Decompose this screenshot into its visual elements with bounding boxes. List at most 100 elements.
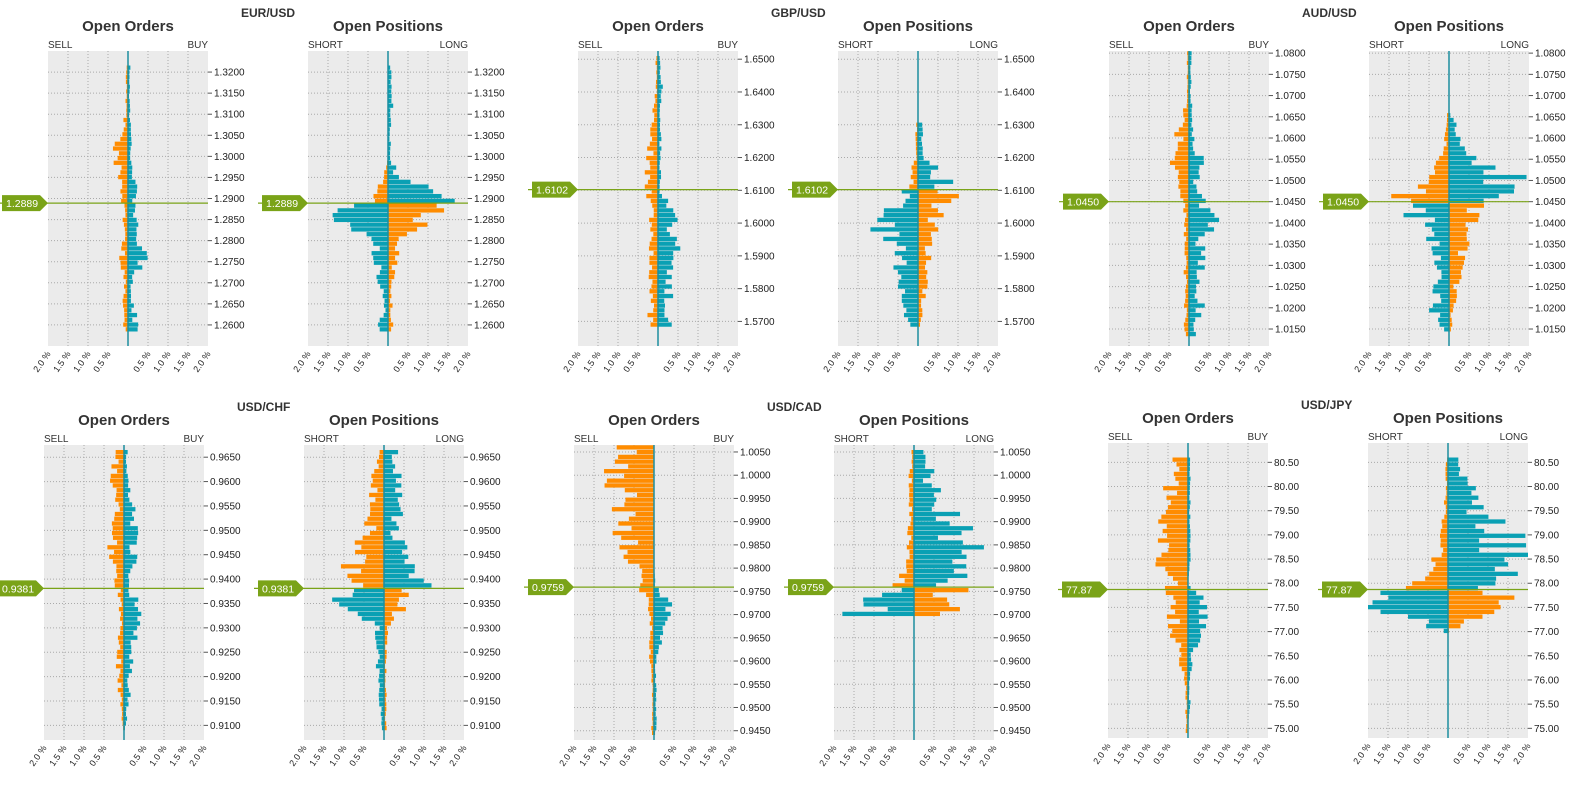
bar-long bbox=[914, 597, 947, 601]
bar-sell bbox=[618, 521, 654, 525]
bar-buy bbox=[128, 223, 138, 227]
y-tick-label: 0.9300 bbox=[210, 623, 241, 634]
orders-chart-aud-usd: 1.08001.07501.07001.06501.06001.05501.05… bbox=[1059, 51, 1289, 406]
bar-buy bbox=[124, 540, 137, 544]
x-tick-label: 2.0 % bbox=[1092, 349, 1113, 374]
bar-long bbox=[914, 540, 963, 544]
bar-buy bbox=[1189, 203, 1199, 207]
bar-sell bbox=[628, 464, 654, 468]
bar-long bbox=[388, 251, 399, 255]
bar-short bbox=[1434, 165, 1449, 169]
bar-short bbox=[906, 308, 918, 312]
bar-long bbox=[384, 559, 405, 563]
x-tick-label: 0.5 % bbox=[1192, 349, 1213, 374]
bar-short bbox=[1434, 261, 1449, 265]
bar-long bbox=[384, 583, 431, 587]
bar-sell bbox=[114, 161, 128, 165]
bar-buy bbox=[124, 617, 137, 621]
bar-short bbox=[380, 270, 388, 274]
y-tick-label: 1.6400 bbox=[744, 87, 775, 98]
y-tick-label: 0.9550 bbox=[210, 501, 241, 512]
orders-left-label-usd-chf: SELL bbox=[44, 434, 68, 445]
bar-long bbox=[1449, 270, 1461, 274]
bar-short bbox=[374, 261, 388, 265]
bar-long bbox=[918, 218, 928, 222]
y-tick-label: 0.9500 bbox=[740, 703, 771, 714]
bar-sell bbox=[652, 123, 658, 127]
y-tick-label: 0.9250 bbox=[470, 648, 501, 659]
bar-long bbox=[384, 493, 402, 497]
bar-sell bbox=[120, 137, 128, 141]
bar-long bbox=[1448, 481, 1468, 485]
bar-short bbox=[378, 280, 388, 284]
y-tick-label: 1.3150 bbox=[474, 89, 505, 100]
bar-buy bbox=[128, 237, 136, 241]
bar-short bbox=[370, 531, 384, 535]
x-tick-label: 1.0 % bbox=[861, 349, 882, 374]
bar-buy bbox=[658, 213, 675, 217]
bar-sell bbox=[1172, 629, 1188, 633]
bar-buy bbox=[128, 189, 137, 193]
bar-short bbox=[361, 545, 384, 549]
bar-sell bbox=[117, 469, 124, 473]
bar-long bbox=[914, 450, 923, 454]
bar-short bbox=[378, 650, 384, 654]
bar-sell bbox=[1179, 180, 1189, 184]
y-tick-label: 0.9600 bbox=[740, 657, 771, 668]
bar-sell bbox=[121, 265, 128, 269]
bar-sell bbox=[1178, 175, 1189, 179]
bar-buy bbox=[654, 631, 663, 635]
bar-short bbox=[377, 189, 388, 193]
x-tick-label: 0.5 % bbox=[657, 743, 678, 768]
bar-buy bbox=[658, 256, 673, 260]
bar-sell bbox=[612, 507, 654, 511]
bar-sell bbox=[1167, 524, 1188, 528]
bar-sell bbox=[649, 597, 654, 601]
bar-long bbox=[914, 474, 930, 478]
bar-sell bbox=[639, 588, 654, 592]
bar-long bbox=[1448, 581, 1495, 585]
bar-long bbox=[1449, 146, 1465, 150]
positions-left-label-eur-usd: SHORT bbox=[308, 40, 343, 51]
bar-buy bbox=[128, 322, 138, 326]
y-tick-label: 0.9450 bbox=[210, 550, 241, 561]
bar-short bbox=[366, 555, 384, 559]
bar-short bbox=[370, 507, 384, 511]
bar-short bbox=[367, 232, 388, 236]
y-tick-label: 1.0000 bbox=[740, 471, 771, 482]
bar-buy bbox=[124, 669, 132, 673]
y-tick-label: 1.0550 bbox=[1275, 155, 1306, 166]
bar-long bbox=[1449, 203, 1484, 207]
bar-sell bbox=[618, 455, 654, 459]
bar-sell bbox=[114, 550, 124, 554]
bar-sell bbox=[115, 455, 124, 459]
x-tick-label: 2.0 % bbox=[561, 349, 582, 374]
y-tick-label: 1.0300 bbox=[1535, 261, 1566, 272]
bar-buy bbox=[1189, 308, 1196, 312]
x-tick-label: 1.5 % bbox=[307, 743, 328, 768]
bar-buy bbox=[658, 284, 672, 288]
y-tick-label: 75.00 bbox=[1274, 724, 1299, 735]
bar-short bbox=[1442, 275, 1449, 279]
x-tick-label: 0.5 % bbox=[91, 349, 112, 374]
bar-short bbox=[907, 531, 914, 535]
bar-sell bbox=[1156, 562, 1188, 566]
bar-short bbox=[379, 464, 384, 468]
y-tick-label: 1.0250 bbox=[1535, 282, 1566, 293]
bar-buy bbox=[658, 237, 677, 241]
bar-sell bbox=[647, 313, 658, 317]
x-tick-label: 2.0 % bbox=[1351, 741, 1372, 766]
bar-short bbox=[373, 479, 384, 483]
bar-long bbox=[384, 612, 392, 616]
bar-long bbox=[384, 607, 406, 611]
bar-buy bbox=[1189, 318, 1195, 322]
bar-long bbox=[918, 280, 928, 284]
bar-sell bbox=[111, 464, 124, 468]
bar-short bbox=[884, 213, 918, 217]
bar-long bbox=[1449, 299, 1456, 303]
bar-sell bbox=[113, 146, 128, 150]
bar-buy bbox=[654, 617, 668, 621]
bar-short bbox=[1368, 605, 1448, 609]
bar-short bbox=[893, 265, 918, 269]
